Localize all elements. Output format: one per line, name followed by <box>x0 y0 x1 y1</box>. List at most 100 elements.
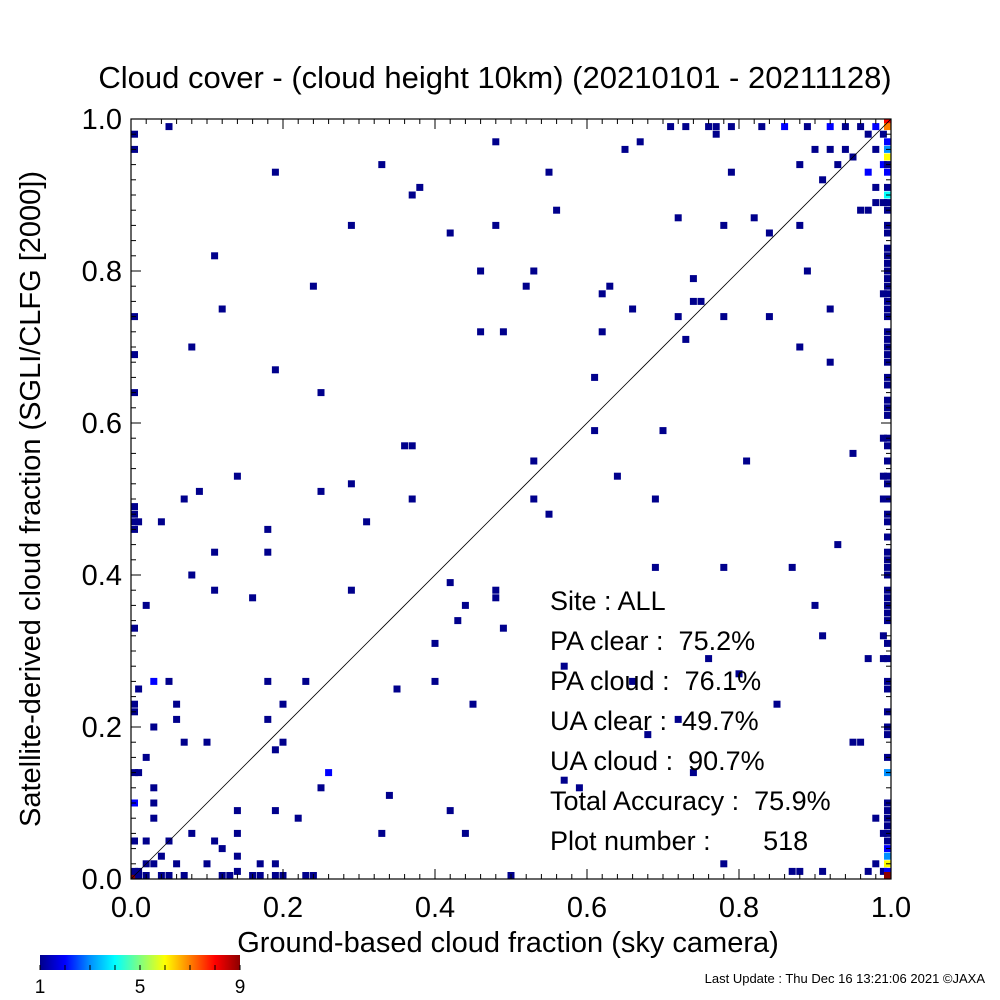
heatmap-cell <box>131 624 138 632</box>
x-tick-label: 0.0 <box>111 892 151 924</box>
heatmap-cell <box>499 328 507 336</box>
heatmap-cell <box>857 123 865 131</box>
heatmap-cell <box>826 358 834 366</box>
heatmap-cell <box>849 449 857 457</box>
heatmap-cell <box>294 814 302 822</box>
heatmap-cell <box>667 123 675 131</box>
heatmap-cell <box>682 335 690 343</box>
heatmap-cell <box>819 867 827 875</box>
heatmap-cell <box>180 872 188 879</box>
heatmap-cell <box>131 867 138 875</box>
heatmap-cell <box>431 639 439 647</box>
heatmap-cell <box>884 381 891 389</box>
x-tick-label: 0.2 <box>263 892 303 924</box>
y-tick-label: 1.0 <box>82 104 122 136</box>
colorbar-tick-label: 5 <box>135 977 146 998</box>
heatmap-cell <box>180 738 188 746</box>
heatmap-cell <box>872 860 880 868</box>
heatmap-cell <box>188 343 196 351</box>
heatmap-cell <box>788 867 796 875</box>
heatmap-cell <box>884 199 891 207</box>
heatmap-cell <box>819 632 827 640</box>
colorbar-tick-label: 9 <box>235 977 246 998</box>
heatmap-cell <box>884 822 891 830</box>
heatmap-cell <box>879 290 887 298</box>
x-tick-label: 1.0 <box>871 892 911 924</box>
heatmap-cell <box>884 335 891 343</box>
stat-line: PA cloud : 76.1% <box>550 666 761 696</box>
heatmap-cell <box>803 267 811 275</box>
heatmap-cell <box>347 586 355 594</box>
heatmap-cell <box>256 872 264 879</box>
heatmap-cell <box>884 183 891 191</box>
heatmap-cell <box>879 867 887 875</box>
heatmap-cell <box>203 860 211 868</box>
heatmap-cell <box>879 829 887 837</box>
heatmap-cell <box>884 153 891 161</box>
heatmap-cell <box>879 495 887 503</box>
heatmap-cell <box>165 677 173 685</box>
heatmap-cell <box>264 548 272 556</box>
heatmap-cell <box>884 244 891 252</box>
heatmap-cell <box>347 480 355 488</box>
heatmap-cell <box>834 541 842 549</box>
heatmap-cell <box>879 655 887 663</box>
heatmap-cell <box>131 700 138 708</box>
heatmap-cell <box>781 123 789 131</box>
heatmap-cell <box>454 617 462 625</box>
heatmap-cell <box>545 168 553 176</box>
heatmap-cell <box>803 123 811 131</box>
heatmap-cell <box>697 297 705 305</box>
heatmap-cell <box>864 867 872 875</box>
heatmap-cell <box>165 872 173 879</box>
heatmap-cell <box>872 145 880 153</box>
heatmap-cell <box>325 769 333 777</box>
heatmap-cell <box>150 799 158 807</box>
heatmap-cell <box>712 123 720 131</box>
heatmap-cell <box>408 191 416 199</box>
heatmap-cell <box>142 837 150 845</box>
heatmap-cell <box>131 503 138 511</box>
heatmap-cell <box>256 860 264 868</box>
heatmap-cell <box>271 366 279 374</box>
heatmap-cell <box>173 700 181 708</box>
heatmap-cell <box>233 852 241 860</box>
heatmap-cell <box>689 275 697 283</box>
heatmap-cell <box>233 867 241 875</box>
stat-line: Plot number : 518 <box>550 826 808 856</box>
heatmap-cell <box>195 487 203 495</box>
heatmap-cell <box>864 206 872 214</box>
heatmap-cell <box>131 837 138 845</box>
heatmap-cell <box>606 282 614 290</box>
heatmap-cell <box>150 784 158 792</box>
heatmap-cell <box>150 723 158 731</box>
heatmap-cell <box>150 677 158 685</box>
x-axis-label: Ground-based cloud fraction (sky camera) <box>237 927 779 959</box>
heatmap-cell <box>727 123 735 131</box>
stat-line: UA clear : 49.7% <box>550 706 759 736</box>
heatmap-cell <box>621 145 629 153</box>
heatmap-cell <box>135 518 143 526</box>
last-update-text: Last Update : Thu Dec 16 13:21:06 2021 ©… <box>705 971 986 986</box>
heatmap-cell <box>826 145 834 153</box>
heatmap-cell <box>131 518 138 526</box>
heatmap-cell <box>682 123 690 131</box>
heatmap-cell <box>461 601 469 609</box>
heatmap-cell <box>173 860 181 868</box>
heatmap-cell <box>674 715 682 723</box>
heatmap-cell <box>142 601 150 609</box>
heatmap-cell <box>279 700 287 708</box>
one-to-one-line <box>130 118 892 880</box>
heatmap-cell <box>271 860 279 868</box>
colorbar-tick-label: 1 <box>35 977 46 998</box>
heatmap-cell <box>864 655 872 663</box>
heatmap-cell <box>591 373 599 381</box>
heatmap-cell <box>705 123 713 131</box>
heatmap-cell <box>530 267 538 275</box>
heatmap-cell <box>218 305 226 313</box>
heatmap-cell <box>378 161 386 169</box>
heatmap-cell <box>884 609 891 617</box>
heatmap-cell <box>180 495 188 503</box>
heatmap-cell <box>849 738 857 746</box>
heatmap-cell <box>211 586 219 594</box>
